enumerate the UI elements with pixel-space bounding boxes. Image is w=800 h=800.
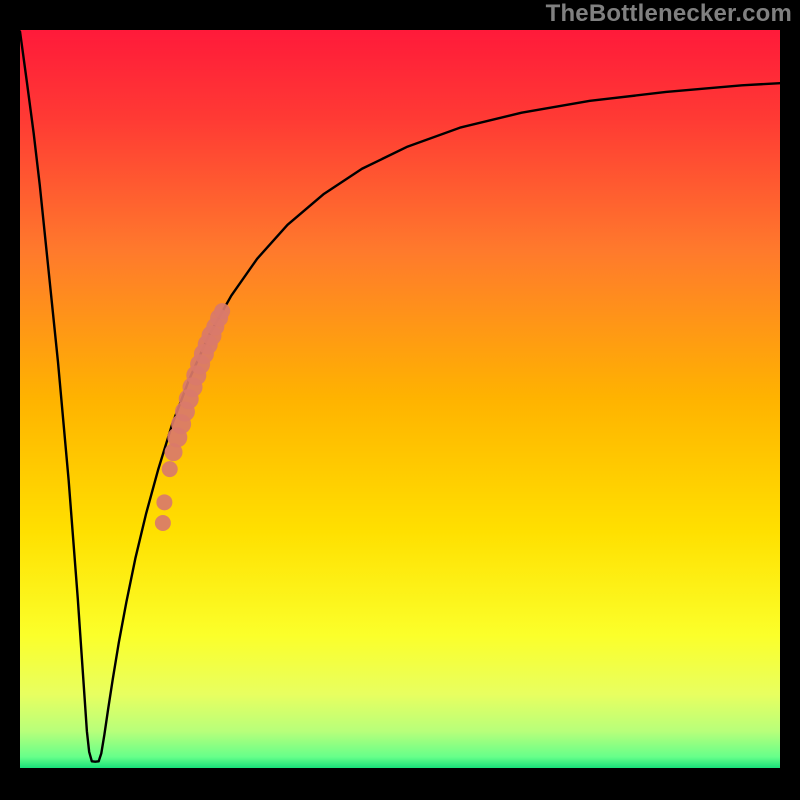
watermark-text: TheBottlenecker.com [546, 0, 792, 28]
chart-root: TheBottlenecker.com [0, 0, 800, 800]
marker-dot [214, 303, 230, 319]
marker-dot [162, 461, 178, 477]
bottleneck-curve-chart [0, 0, 800, 800]
marker-dot [155, 515, 171, 531]
heat-background [20, 30, 780, 768]
marker-dot [156, 494, 172, 510]
